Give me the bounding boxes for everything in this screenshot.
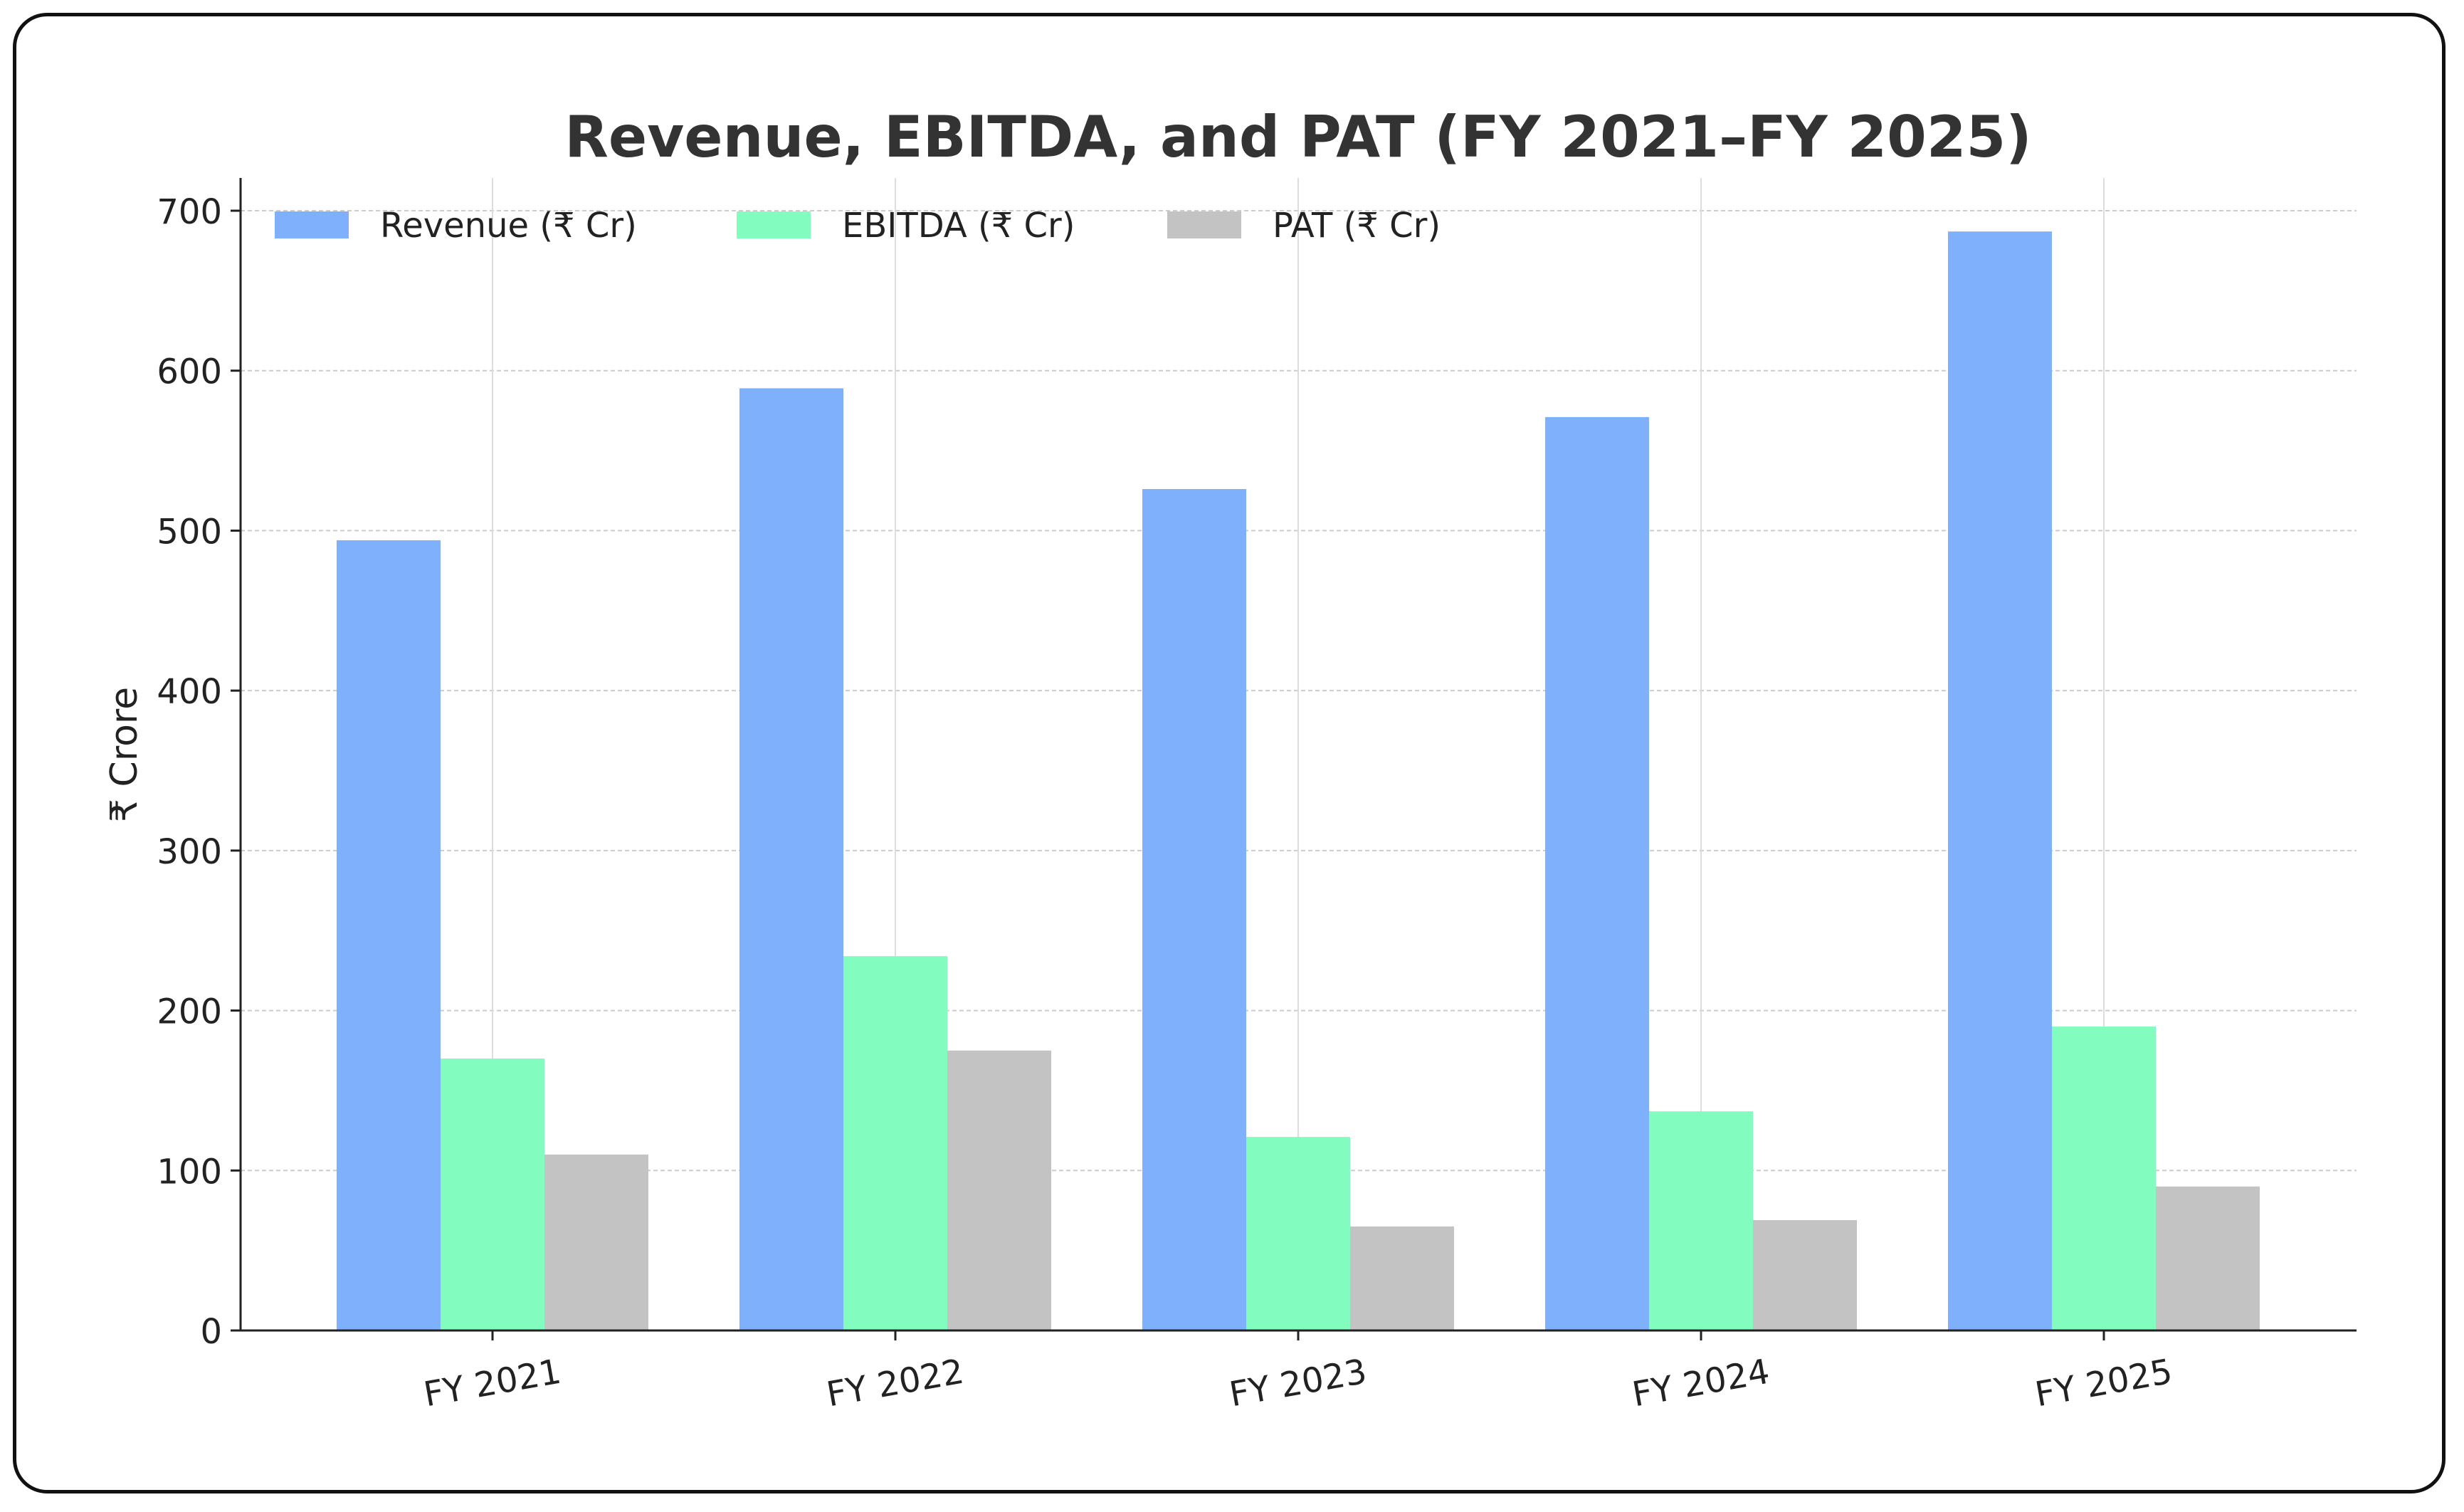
bar-revenue: [1142, 489, 1246, 1330]
bar-ebitda: [1649, 1111, 1753, 1330]
legend-swatch: [275, 211, 349, 238]
bar-pat: [1753, 1219, 1857, 1330]
x-tick-label: FY 2024: [1629, 1352, 1772, 1415]
y-tick-label: 700: [157, 192, 222, 232]
y-tick-label: 300: [157, 832, 222, 872]
legend-swatch: [1167, 211, 1241, 238]
bar-ebitda: [441, 1058, 544, 1330]
bar-revenue: [1545, 416, 1649, 1331]
bar-pat: [2156, 1186, 2260, 1330]
legend-swatch: [737, 211, 811, 238]
y-tick-label: 100: [157, 1152, 222, 1192]
bar-pat: [1350, 1226, 1454, 1330]
chart-frame: [13, 13, 2445, 1493]
y-tick-label: 600: [157, 352, 222, 392]
x-tick-label: FY 2022: [823, 1352, 967, 1415]
legend-label: Revenue (₹ Cr): [380, 206, 637, 246]
y-tick-label: 200: [157, 992, 222, 1032]
bar-revenue: [1948, 231, 2052, 1330]
x-tick-label: FY 2025: [2032, 1352, 2175, 1415]
bar-revenue: [337, 540, 441, 1331]
x-tick-label: FY 2023: [1226, 1352, 1369, 1415]
bar-pat: [544, 1154, 648, 1330]
chart-title: Revenue, EBITDA, and PAT (FY 2021–FY 202…: [564, 104, 2031, 170]
bar-ebitda: [1246, 1137, 1350, 1330]
legend-label: PAT (₹ Cr): [1273, 206, 1441, 246]
y-tick-label: 0: [200, 1312, 222, 1352]
y-tick-label: 400: [157, 672, 222, 712]
legend-label: EBITDA (₹ Cr): [842, 206, 1075, 246]
y-tick-label: 500: [157, 512, 222, 552]
y-axis-label: ₹ Crore: [103, 687, 146, 822]
bar-revenue: [739, 388, 843, 1330]
x-tick-label: FY 2021: [421, 1352, 564, 1415]
bar-pat: [947, 1050, 1051, 1330]
bar-ebitda: [2052, 1027, 2156, 1330]
bar-ebitda: [843, 956, 947, 1330]
